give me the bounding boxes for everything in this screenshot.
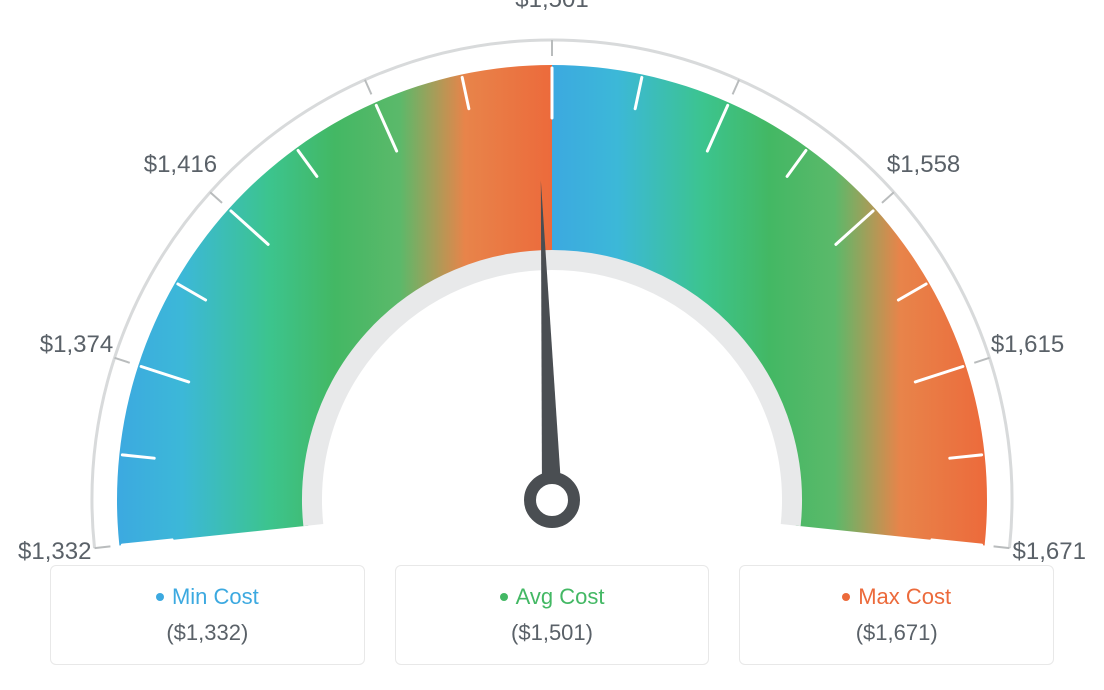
legend-title-text: Min Cost bbox=[172, 584, 259, 610]
gauge-tick-label: $1,615 bbox=[991, 331, 1064, 359]
legend-dot-icon bbox=[842, 593, 850, 601]
legend-card: Avg Cost ($1,501) bbox=[395, 565, 710, 665]
legend-value: ($1,671) bbox=[750, 620, 1043, 646]
gauge-area: $1,332$1,374$1,416$1,501$1,558$1,615$1,6… bbox=[0, 0, 1104, 560]
legend-title: Avg Cost bbox=[500, 584, 605, 610]
gauge-tick-label: $1,374 bbox=[40, 331, 113, 359]
legend-title-text: Avg Cost bbox=[516, 584, 605, 610]
legend-value: ($1,332) bbox=[61, 620, 354, 646]
legend-title: Max Cost bbox=[842, 584, 951, 610]
legend-dot-icon bbox=[500, 593, 508, 601]
gauge-tick-label: $1,332 bbox=[18, 538, 91, 566]
legend-card: Min Cost ($1,332) bbox=[50, 565, 365, 665]
gauge-chart-container: $1,332 $1,374 $1,416 $1,501 $1,558 $1,615 $1,6… bbox=[0, 0, 1104, 690]
gauge-svg bbox=[0, 0, 1104, 560]
gauge-tick-label: $1,671 bbox=[1013, 538, 1086, 566]
legend-dot-icon bbox=[156, 593, 164, 601]
gauge-tick-label: $1,501 bbox=[515, 0, 588, 14]
gauge-tick-label: $1,558 bbox=[887, 151, 960, 179]
gauge-tick-label: $1,416 bbox=[144, 151, 217, 179]
legend-value: ($1,501) bbox=[406, 620, 699, 646]
legend-card: Max Cost ($1,671) bbox=[739, 565, 1054, 665]
legend-title: Min Cost bbox=[156, 584, 259, 610]
legend-row: Min Cost ($1,332) Avg Cost ($1,501) Max Cost… bbox=[50, 565, 1054, 665]
legend-title-text: Max Cost bbox=[858, 584, 951, 610]
